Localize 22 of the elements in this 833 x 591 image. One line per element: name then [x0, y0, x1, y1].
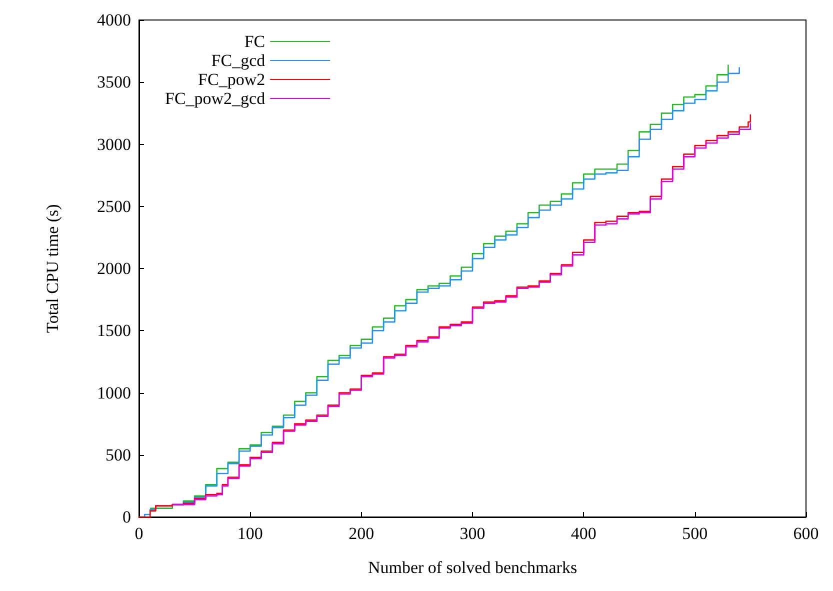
y-tick-label: 500	[106, 445, 131, 464]
y-tick-label: 4000	[97, 10, 131, 30]
x-tick-label: 0	[134, 524, 144, 543]
x-tick-label: 300	[460, 524, 486, 543]
x-tick-label: 400	[570, 524, 596, 543]
y-tick-label: 2500	[97, 196, 131, 216]
x-tick-label: 200	[348, 524, 374, 543]
legend-label: FC_gcd	[211, 51, 266, 70]
legend-label: FC_pow2_gcd	[164, 89, 266, 108]
y-tick-label: 2000	[97, 259, 131, 278]
x-axis-title: Number of solved benchmarks	[368, 558, 578, 577]
y-tick-label: 3500	[97, 72, 131, 92]
y-tick-label: 1000	[97, 383, 131, 402]
x-tick-label: 100	[237, 524, 263, 543]
legend-label: FC_pow2	[198, 70, 266, 89]
x-tick-label: 500	[682, 524, 708, 543]
y-tick-label: 1500	[97, 321, 131, 340]
y-tick-label: 0	[122, 508, 131, 526]
x-tick-label: 600	[793, 524, 819, 543]
y-tick-label: 3000	[97, 134, 131, 154]
legend-label: FC	[244, 32, 266, 51]
y-axis-title: Total CPU time (s)	[43, 204, 62, 333]
